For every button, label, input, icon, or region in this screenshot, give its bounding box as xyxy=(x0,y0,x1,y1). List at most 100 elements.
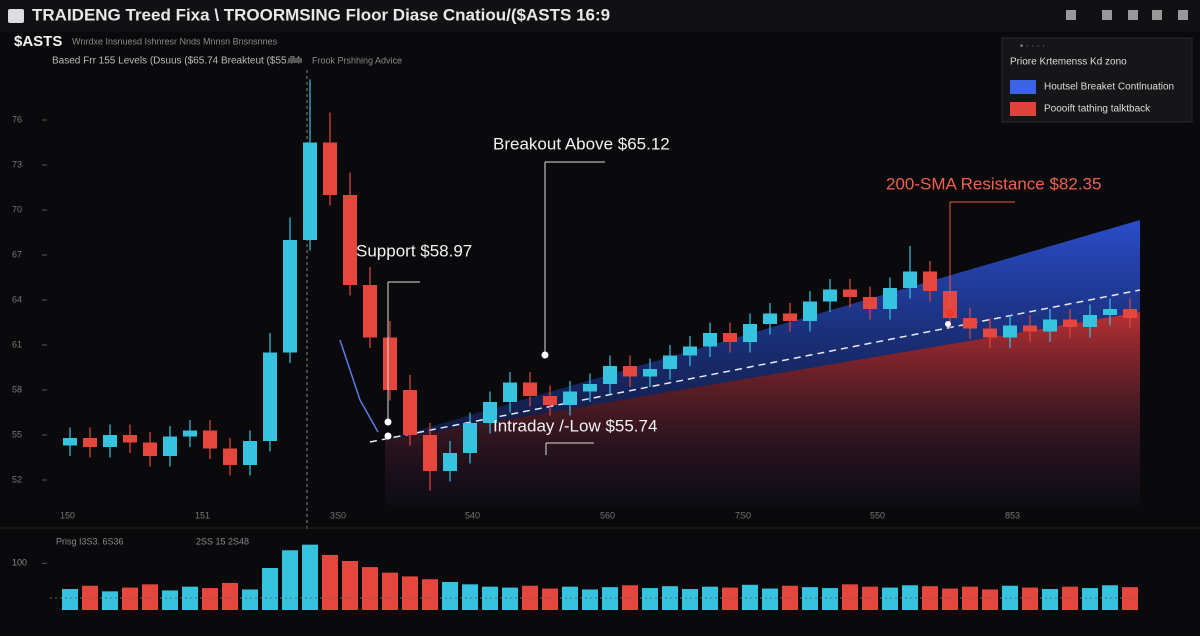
volume-label: 2SS 15 2S48 xyxy=(196,536,249,546)
icon[interactable] xyxy=(1128,10,1138,20)
trend-curve xyxy=(339,339,379,433)
candle-body xyxy=(1043,319,1057,332)
legend-label[interactable]: Houtsel Breaket Contlnuation xyxy=(1044,82,1174,93)
candle-body xyxy=(203,430,217,449)
volume-bar xyxy=(722,587,738,610)
candle-body xyxy=(1123,309,1137,318)
candle-body xyxy=(83,438,97,447)
volume-bar xyxy=(402,576,418,610)
candle-body xyxy=(1063,319,1077,327)
candle-body xyxy=(503,382,517,402)
x-tick-label: 150 xyxy=(60,510,75,520)
x-tick-label: 3S0 xyxy=(330,510,346,520)
candle-body xyxy=(223,448,237,465)
icon[interactable] xyxy=(1102,10,1112,20)
volume-bar xyxy=(422,579,438,610)
y-tick-label: 67 xyxy=(12,249,22,259)
subtitle: Based Frr 155 Levels (Dsuus ($65.74 Brea… xyxy=(52,56,301,67)
ticker: $ASTS xyxy=(14,33,62,50)
candle-body xyxy=(1023,325,1037,332)
candle-body xyxy=(583,384,597,392)
volume-bar xyxy=(542,588,558,610)
candle-body xyxy=(823,289,837,302)
callout-dot xyxy=(946,309,954,317)
volume-bar xyxy=(362,567,378,610)
volume-bar xyxy=(682,589,698,610)
volume-bar xyxy=(302,544,318,610)
icon[interactable] xyxy=(1066,10,1076,20)
candle-body xyxy=(983,328,997,338)
y-tick-label: 64 xyxy=(12,294,22,304)
candle-body xyxy=(543,396,557,405)
callout-dot xyxy=(384,418,392,426)
volume-bar xyxy=(62,589,78,610)
candle-body xyxy=(383,337,397,390)
candle-body xyxy=(103,435,117,447)
candle-body xyxy=(243,441,257,465)
y-tick-label: 55 xyxy=(12,429,22,439)
candle-body xyxy=(643,369,657,377)
trend-line xyxy=(369,289,1141,443)
volume-bar xyxy=(602,587,618,610)
volume-bar xyxy=(242,589,258,610)
volume-bar xyxy=(142,584,158,610)
candle-body xyxy=(143,442,157,456)
volume-bar xyxy=(122,587,138,610)
breakout-zone xyxy=(385,220,1140,440)
volume-bar xyxy=(202,588,218,610)
legend-label[interactable]: Poooift tathing talktback xyxy=(1044,104,1151,115)
annotations: Support $58.97 Breakout Above $65.12 Int… xyxy=(356,134,1101,455)
volume-bar xyxy=(742,584,758,610)
candle-body xyxy=(423,435,437,471)
app-icon xyxy=(8,9,24,23)
menu[interactable]: Wnrdxe Insnuesd Ishnresr Nnds Mnnsn Bnsn… xyxy=(72,36,278,46)
annotation: Breakout Above $65.12 xyxy=(493,134,670,153)
window-title: TRAIDENG Treed Fixa \ TROORMSING Floor D… xyxy=(32,5,610,24)
candle-body xyxy=(1103,309,1117,315)
icon[interactable] xyxy=(1152,10,1162,20)
x-tick-label: 540 xyxy=(465,510,480,520)
candle-body xyxy=(483,402,497,423)
volume-bar xyxy=(462,584,478,610)
candle-body xyxy=(183,430,197,437)
candle-body xyxy=(883,288,897,309)
volume-bar xyxy=(842,584,858,610)
candle-body xyxy=(123,435,137,443)
candle-body xyxy=(963,318,977,329)
volume-bar xyxy=(822,588,838,610)
volume-bar xyxy=(642,588,658,610)
candle-body xyxy=(683,346,697,356)
volume-bar xyxy=(162,590,178,610)
candle-body xyxy=(443,453,457,471)
candle-body xyxy=(523,382,537,396)
volume-bar xyxy=(222,582,238,610)
volume-bar xyxy=(1022,587,1038,610)
y-tick-label: 61 xyxy=(12,339,22,349)
candle-body xyxy=(1083,315,1097,327)
volume-bar xyxy=(322,554,338,610)
candle-body xyxy=(743,324,757,342)
y-tick-label: 73 xyxy=(12,159,22,169)
volume-bar xyxy=(502,587,518,610)
candle-body xyxy=(303,142,317,240)
volume-bar xyxy=(802,587,818,610)
candle-body xyxy=(323,142,337,195)
candle-body xyxy=(723,333,737,342)
volume-bar xyxy=(102,591,118,610)
volume-bar xyxy=(582,589,598,610)
title-bar xyxy=(0,0,1200,32)
annotation: 200-SMA Resistance $82.35 xyxy=(886,174,1101,193)
candle-body xyxy=(763,313,777,324)
volume-bar xyxy=(262,568,278,610)
annotation: Support $58.97 xyxy=(356,241,472,260)
swatch xyxy=(288,58,302,63)
icon[interactable] xyxy=(1178,10,1188,20)
legend-swatch xyxy=(1010,102,1036,116)
candle-body xyxy=(63,438,77,446)
volume-bar xyxy=(1042,589,1058,610)
annotation: Intraday /-Low $55.74 xyxy=(493,416,657,435)
volume-bar xyxy=(282,550,298,610)
volume-bar xyxy=(982,589,998,610)
